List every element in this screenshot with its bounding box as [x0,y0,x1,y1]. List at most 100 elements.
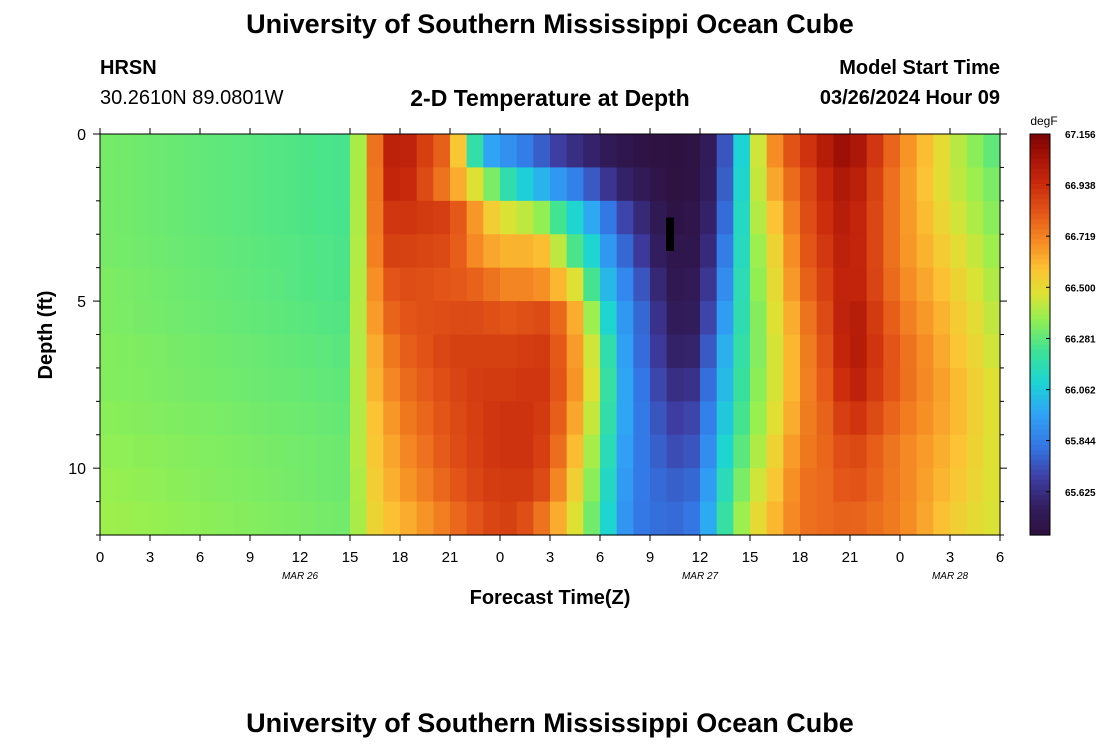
heatmap-cell [750,434,768,469]
heatmap-cell [583,167,601,202]
heatmap-cell [166,200,184,235]
heatmap-cell [150,200,168,235]
heatmap-cell [950,468,968,503]
heatmap-cell [566,134,584,169]
colorbar-segment [1030,189,1050,195]
heatmap-cell [316,501,334,536]
heatmap-cell [483,468,501,503]
heatmap-cell [900,200,918,235]
heatmap-cell [100,267,118,302]
heatmap-cell [983,334,1001,369]
heatmap-cell [700,367,718,402]
heatmap-cell [433,334,451,369]
heatmap-cell [316,167,334,202]
heatmap-cell [216,501,234,536]
heatmap-cell [566,267,584,302]
colorbar-segment [1030,489,1050,496]
x-tick-label: 3 [946,549,954,566]
heatmap-cell [733,401,751,436]
colorbar: degF 67.156 66.938 66.719 66.500 66.281 66.062… [1029,114,1096,536]
heatmap-cell [633,334,651,369]
heatmap-cell [933,434,951,469]
heatmap-cell [683,234,701,269]
heatmap-cell [266,468,284,503]
heatmap-cell [316,334,334,369]
heatmap-cell [433,134,451,169]
colorbar-segment [1030,174,1050,180]
heatmap-cell [766,434,784,469]
heatmap-cell [200,468,218,503]
heatmap-cell [416,267,434,302]
heatmap-cell [900,401,918,436]
heatmap-cell [833,301,851,336]
heatmap-cell [850,200,868,235]
heatmap-cell [400,367,418,402]
heatmap-cell [350,301,368,336]
heatmap-cell [266,234,284,269]
colorbar-segment [1030,349,1050,356]
heatmap-cell [300,501,318,536]
heatmap-cell [683,401,701,436]
heatmap-cell [116,134,134,169]
heatmap-cell [100,401,118,436]
heatmap-cell [933,234,951,269]
heatmap-cell [983,501,1001,536]
heatmap-cell [733,167,751,202]
heatmap-cell [533,334,551,369]
colorbar-segment [1030,494,1050,501]
footer-title: University of Southern Mississippi Ocean… [246,708,854,738]
heatmap-cell [733,134,751,169]
heatmap-cell [416,167,434,202]
heatmap-cell [816,401,834,436]
heatmap-cell [466,401,484,436]
heatmap-cell [283,334,301,369]
heatmap-cell [750,367,768,402]
heatmap-cell [700,267,718,302]
heatmap-cell [533,167,551,202]
heatmap-cell [933,267,951,302]
heatmap-cell [466,167,484,202]
colorbar-segment [1030,354,1050,361]
heatmap-cell [450,301,468,336]
colorbar-segment [1030,254,1050,260]
heatmap-cell [833,167,851,202]
heatmap-cell [616,401,634,436]
heatmap-cell [300,301,318,336]
heatmap-cell [966,468,984,503]
x-tick-label: 6 [996,549,1004,566]
heatmap-cell [816,501,834,536]
heatmap-cell [366,334,384,369]
heatmap-cell [650,234,668,269]
heatmap-cell [116,367,134,402]
heatmap-cell [416,234,434,269]
heatmap-cell [433,234,451,269]
heatmap-cell [516,167,534,202]
heatmap-cell [500,167,518,202]
heatmap-cell [466,334,484,369]
heatmap-cell [916,468,934,503]
heatmap-cell [583,501,601,536]
heatmap-cell [266,401,284,436]
x-tick-label: 3 [546,549,554,566]
heatmap-cell [616,167,634,202]
heatmap-cell [600,367,618,402]
heatmap-cell [233,367,251,402]
heatmap-cell [366,468,384,503]
heatmap-cell [816,468,834,503]
colorbar-segment [1030,274,1050,280]
heatmap-cell [566,367,584,402]
heatmap-cell [766,134,784,169]
heatmap-cell [983,301,1001,336]
heatmap-cell [866,301,884,336]
heatmap-cell [950,167,968,202]
heatmap-cell [850,134,868,169]
colorbar-segment [1030,179,1050,185]
model-start-label: Model Start Time [839,57,1000,79]
heatmap-cell [300,367,318,402]
heatmap-cell [716,134,734,169]
heatmap-cell [483,134,501,169]
heatmap-cell [516,234,534,269]
heatmap-cell [733,301,751,336]
heatmap-cell [400,234,418,269]
heatmap-cell [900,367,918,402]
